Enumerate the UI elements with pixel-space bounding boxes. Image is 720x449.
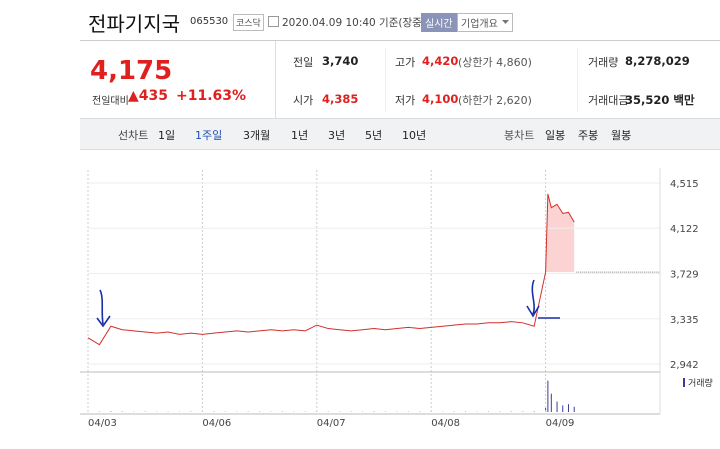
candle-tab[interactable]: 월봉 [611, 129, 632, 142]
divider [385, 48, 386, 112]
y-tick-label: 2,942 [670, 360, 699, 371]
market-badge: 코스닥 [233, 14, 264, 31]
stat-value: 4,100 [422, 92, 459, 106]
volume-legend: 거래량 [688, 377, 713, 389]
candle-tab[interactable]: 주봉 [578, 129, 599, 142]
annotation-arrow [526, 279, 540, 318]
change-label: 전일대비 [92, 96, 129, 107]
stat-value: 4,420 [422, 54, 459, 68]
price-line [87, 193, 575, 346]
divider [275, 41, 276, 118]
x-tick-label: 04/06 [202, 418, 231, 429]
stat-label: 고가 [395, 56, 416, 69]
divider [80, 40, 720, 41]
divider [577, 48, 578, 112]
stat-label: 저가 [395, 94, 416, 107]
gain-area [545, 193, 575, 273]
period-tab[interactable]: 1주일 [195, 129, 223, 142]
period-tab[interactable]: 5년 [365, 129, 383, 142]
x-tick-label: 04/09 [546, 418, 575, 429]
dropdown-caret [501, 20, 509, 24]
timestamp: 2020.04.09 10:40 기준(장중) [282, 17, 426, 29]
clock-icon [268, 16, 279, 27]
stat-note: (상한가 4,860) [458, 56, 532, 69]
stat-label: 전일 [293, 56, 314, 69]
tab-label: 봉차트 [504, 129, 535, 142]
stat-value: 3,740 [322, 54, 359, 68]
company-button-label: 기업개요 [461, 19, 498, 30]
period-tab[interactable]: 3개월 [243, 129, 271, 142]
period-tab[interactable]: 10년 [402, 129, 427, 142]
x-tick-label: 04/03 [88, 418, 117, 429]
period-tab[interactable]: 1년 [291, 129, 309, 142]
change: ▲435 [128, 88, 168, 104]
stat-value: 8,278,029 [625, 54, 690, 68]
tab-bar [80, 118, 720, 150]
change-pct: +11.63% [176, 88, 247, 104]
candle-tab[interactable]: 일봉 [545, 129, 566, 142]
y-tick-label: 3,335 [670, 315, 699, 326]
period-tab[interactable]: 3년 [328, 129, 346, 142]
company-button[interactable]: 기업개요 [457, 13, 513, 32]
stat-value: 4,385 [322, 92, 359, 106]
stat-label: 거래량 [588, 56, 619, 69]
stat-label: 거래대금 [588, 94, 629, 107]
current-price: 4,175 [90, 56, 173, 86]
stat-value: 35,520 백만 [625, 93, 695, 107]
y-tick-label: 3,729 [670, 269, 699, 280]
period-tab[interactable]: 1일 [158, 129, 176, 142]
realtime-button[interactable]: 실시간 [421, 13, 457, 32]
y-tick-label: 4,122 [670, 224, 699, 235]
x-tick-label: 04/08 [431, 418, 460, 429]
legend-swatch [683, 378, 685, 387]
x-tick-label: 04/07 [317, 418, 346, 429]
annotation-arrow [96, 289, 111, 328]
y-tick-label: 4,515 [670, 179, 699, 190]
stat-label: 시가 [293, 94, 314, 107]
tab-label: 선차트 [118, 129, 149, 142]
stock-name: 전파기지국 [88, 12, 180, 36]
stock-code: 065530 [190, 16, 229, 27]
stat-note: (하한가 2,620) [458, 94, 532, 107]
